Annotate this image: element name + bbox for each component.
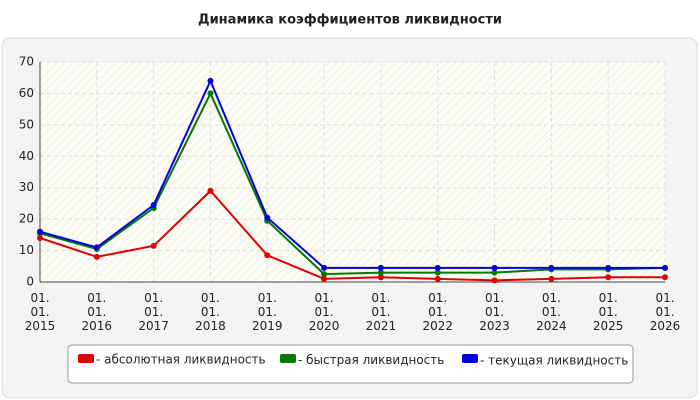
legend-swatch — [462, 354, 478, 363]
point — [321, 271, 328, 278]
y-tick-label: 50 — [19, 117, 34, 131]
point — [207, 77, 214, 84]
legend-box — [67, 344, 634, 384]
legend-label: - абсолютная ликвидность — [96, 353, 266, 367]
point — [321, 275, 328, 282]
point — [434, 269, 441, 276]
x-tick-label: 01. 01. 2017 — [138, 291, 169, 333]
point — [207, 187, 214, 194]
y-tick-label: 20 — [19, 212, 34, 226]
series-line — [39, 189, 665, 282]
y-tick-label: 0 — [26, 275, 34, 289]
point — [548, 264, 555, 271]
point — [377, 269, 384, 276]
point — [491, 277, 498, 284]
x-tick-label: 01. 01. 2020 — [308, 291, 340, 333]
point — [321, 264, 328, 271]
point — [377, 264, 384, 271]
x-tick-label: 01. 01. 2019 — [251, 291, 283, 333]
x-tick-label: 01. 01. 2021 — [365, 291, 397, 333]
x-tick-label: 01. 01. 2025 — [592, 291, 624, 333]
x-tick-label: 01. 01. 2022 — [422, 291, 453, 333]
chart-title: Динамика коэффициентов ликвидности — [198, 13, 502, 28]
x-tick-label: 01. 01. 2016 — [81, 291, 113, 333]
point — [93, 244, 100, 251]
point — [264, 252, 271, 259]
point — [491, 264, 498, 271]
point — [264, 214, 271, 221]
point — [434, 264, 441, 271]
point — [93, 253, 100, 260]
legend-label: - текущая ликвидность — [480, 354, 628, 368]
point — [662, 274, 668, 281]
y-tick-label: 10 — [19, 243, 34, 257]
x-tick-label: 01. 01. 2024 — [536, 291, 567, 333]
series-line — [39, 78, 665, 269]
x-tick-label: 01. 01. 2018 — [195, 291, 226, 333]
legend-label: - быстрая ликвидность — [298, 353, 444, 367]
plot-area — [40, 62, 665, 282]
point — [150, 242, 157, 249]
series-line — [39, 91, 666, 276]
legend-swatch — [78, 354, 94, 363]
y-tick-label: 70 — [19, 55, 34, 69]
point — [491, 269, 498, 276]
y-tick-label: 30 — [19, 180, 34, 194]
point — [37, 235, 43, 241]
point — [605, 264, 612, 271]
x-tick-label: 01. 01. 2026 — [649, 291, 681, 333]
point — [434, 275, 441, 282]
point — [548, 275, 555, 282]
y-tick-label: 60 — [19, 86, 34, 100]
point — [377, 274, 384, 281]
x-tick-label: 01. 01. 2023 — [479, 291, 510, 333]
point — [662, 264, 668, 271]
point — [207, 90, 214, 97]
point — [150, 202, 157, 208]
y-tick-label: 40 — [19, 149, 34, 163]
x-tick-label: 01. 01. 2015 — [24, 291, 56, 333]
point — [605, 274, 612, 281]
point — [37, 228, 43, 235]
legend-swatch — [280, 354, 296, 363]
